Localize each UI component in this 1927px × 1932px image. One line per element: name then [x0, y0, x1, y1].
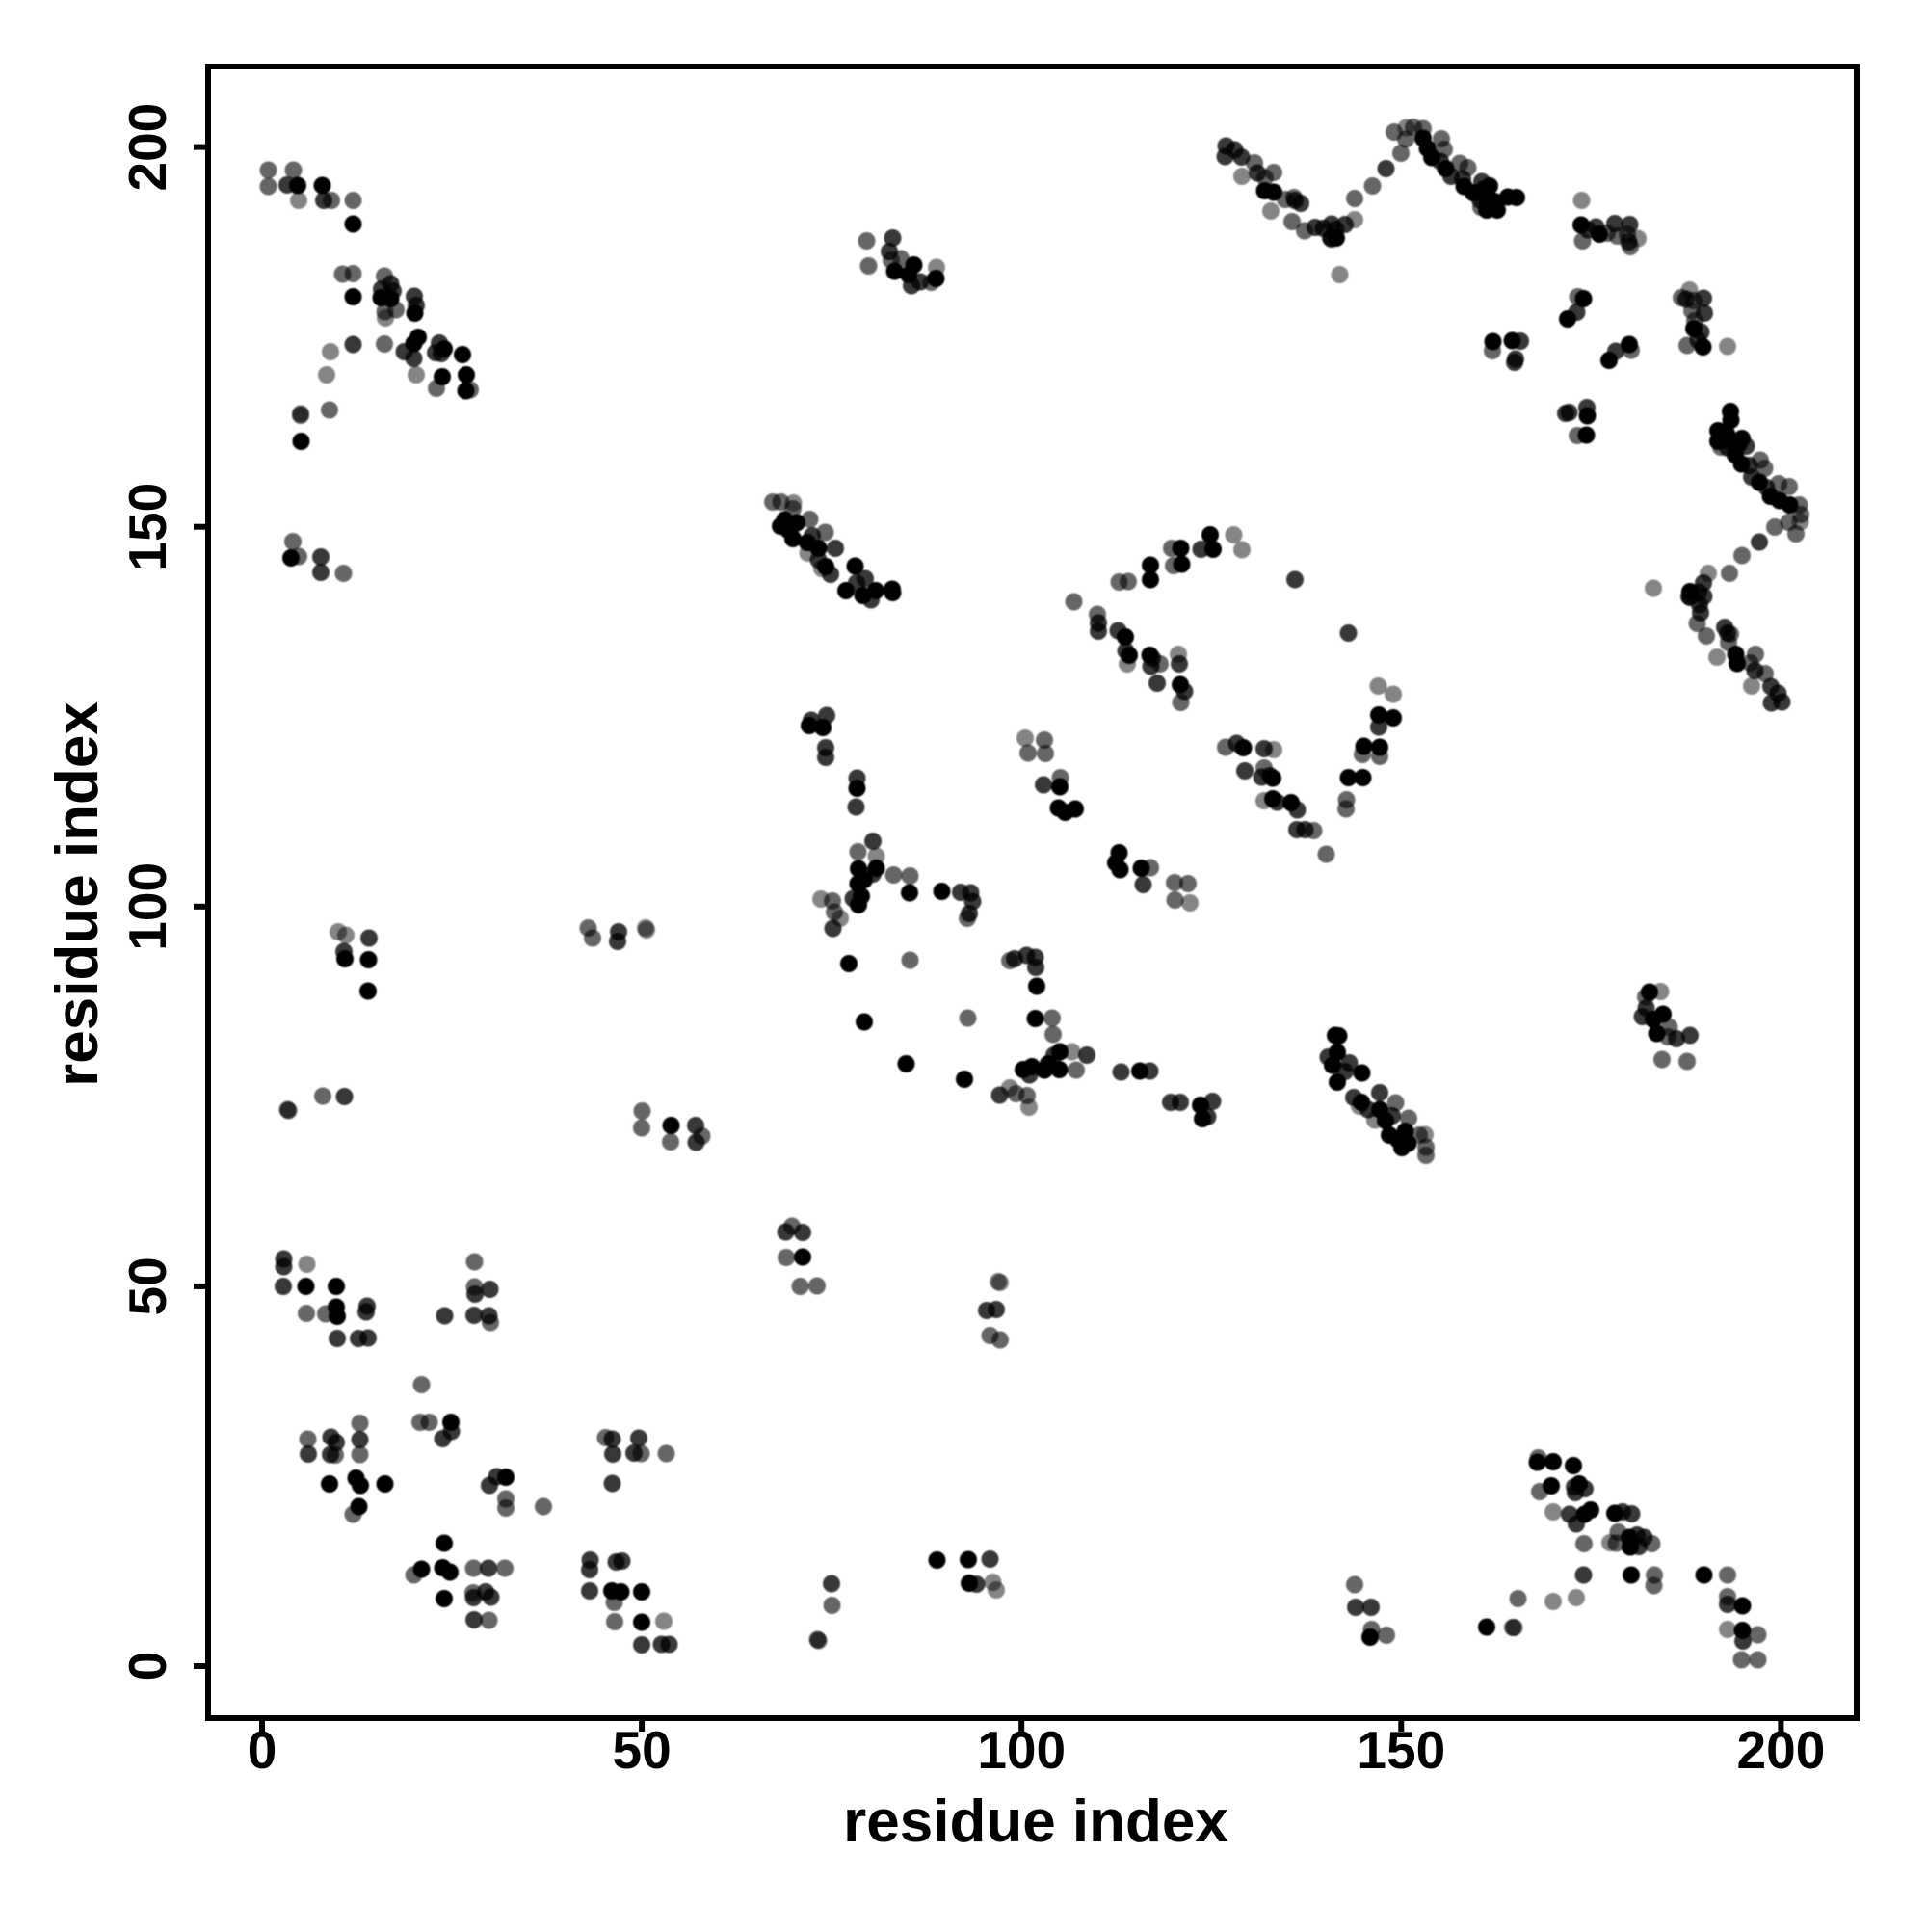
svg-text:150: 150 [118, 483, 177, 571]
svg-text:residue index: residue index [843, 1788, 1228, 1855]
svg-text:100: 100 [118, 862, 177, 951]
svg-text:200: 200 [1737, 1720, 1826, 1780]
svg-text:200: 200 [118, 103, 177, 192]
svg-text:0: 0 [118, 1652, 177, 1681]
svg-text:50: 50 [613, 1720, 672, 1780]
svg-text:150: 150 [1357, 1720, 1445, 1780]
svg-text:residue index: residue index [44, 701, 111, 1087]
svg-text:50: 50 [118, 1257, 177, 1315]
svg-text:100: 100 [977, 1720, 1066, 1780]
svg-text:0: 0 [248, 1720, 277, 1780]
